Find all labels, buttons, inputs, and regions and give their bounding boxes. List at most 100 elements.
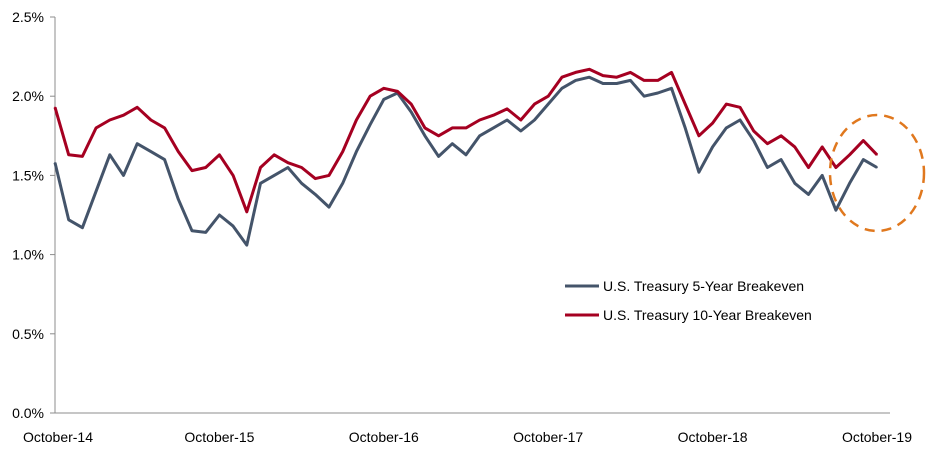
data-point (287, 161, 289, 164)
data-point (150, 150, 152, 153)
data-point (478, 119, 481, 121)
data-point (232, 225, 234, 227)
x-tick-labels: October-14 October-15 October-16 October-17… (23, 429, 912, 445)
data-point (136, 106, 138, 109)
data-point (67, 154, 70, 156)
data-point (109, 154, 111, 156)
data-point (204, 166, 207, 169)
data-point (520, 119, 522, 121)
data-point (396, 90, 399, 93)
data-point (246, 244, 248, 246)
data-point (218, 154, 221, 156)
data-point (122, 174, 125, 177)
data-point (95, 127, 97, 129)
x-tick-label: October-16 (349, 429, 419, 445)
data-point (533, 103, 536, 105)
data-point (424, 127, 426, 129)
data-point (848, 182, 851, 185)
data-point (300, 166, 303, 169)
data-point (506, 119, 508, 121)
data-point (821, 146, 823, 148)
data-point (588, 76, 591, 78)
data-point (341, 150, 344, 153)
series-line-5yr (53, 75, 878, 247)
data-point (862, 139, 865, 142)
data-point (328, 206, 330, 208)
data-point (835, 209, 837, 211)
data-point (752, 139, 755, 142)
data-point (629, 71, 632, 74)
x-tick-label: October-15 (184, 429, 254, 445)
data-point (81, 226, 84, 229)
data-point (163, 127, 166, 129)
data-point (341, 182, 344, 185)
legend-label-10yr: U.S. Treasury 10-Year Breakeven (603, 307, 812, 323)
data-point (95, 190, 97, 192)
data-point (602, 82, 604, 85)
data-point (273, 154, 276, 156)
y-tick-label: 0.5% (12, 326, 44, 342)
data-point (670, 71, 673, 74)
data-point (191, 169, 193, 172)
data-point (54, 106, 56, 109)
data-point (752, 130, 755, 132)
data-point (383, 87, 385, 90)
data-point (561, 87, 563, 90)
data-point (876, 166, 878, 169)
data-point (766, 166, 769, 169)
data-point (561, 76, 563, 78)
data-point (478, 135, 481, 137)
data-point (506, 108, 508, 110)
legend-label-5yr: U.S. Treasury 5-Year Breakeven (603, 278, 804, 294)
data-point (766, 142, 769, 145)
x-tick-label: October-14 (23, 429, 93, 445)
data-point (876, 154, 878, 156)
data-point (314, 193, 317, 196)
data-point (794, 146, 796, 148)
data-point (81, 155, 84, 158)
x-tick-label: October-18 (678, 429, 748, 445)
data-point (835, 166, 837, 169)
data-point (177, 198, 180, 200)
series-layer (53, 67, 879, 247)
x-tick-label: October-17 (513, 429, 583, 445)
data-point (150, 119, 152, 121)
legend: U.S. Treasury 5-Year Breakeven U.S. Trea… (565, 278, 812, 323)
data-point (67, 219, 70, 221)
data-point (300, 182, 303, 185)
data-point (410, 111, 413, 113)
data-point (465, 127, 467, 129)
data-point (492, 114, 495, 116)
data-point (232, 174, 234, 177)
data-point (273, 174, 276, 177)
data-point (574, 79, 577, 82)
data-point (328, 174, 330, 177)
data-point (862, 158, 865, 161)
y-tick-label: 0.0% (12, 405, 44, 421)
data-point (794, 182, 796, 185)
data-point (643, 95, 645, 97)
x-tick-label: October-19 (842, 429, 912, 445)
data-point (615, 76, 618, 78)
data-point (657, 92, 659, 94)
highlight-circle (828, 113, 926, 233)
data-point (615, 82, 618, 85)
data-point (848, 154, 851, 156)
y-tick-labels: 0.0% 0.5% 1.0% 1.5% 2.0% 2.5% (12, 9, 55, 421)
data-point (109, 119, 111, 121)
data-point (191, 230, 193, 232)
data-point (533, 119, 536, 121)
data-point (163, 158, 166, 161)
data-point (574, 71, 577, 74)
data-point (711, 146, 714, 148)
data-point (314, 177, 317, 180)
data-point (246, 211, 248, 213)
data-point (684, 127, 686, 129)
data-point (547, 103, 549, 105)
data-point (287, 166, 289, 169)
data-point (369, 123, 371, 126)
data-point (410, 103, 413, 105)
data-point (780, 158, 782, 161)
data-point (739, 106, 741, 109)
y-tick-label: 1.0% (12, 247, 44, 263)
